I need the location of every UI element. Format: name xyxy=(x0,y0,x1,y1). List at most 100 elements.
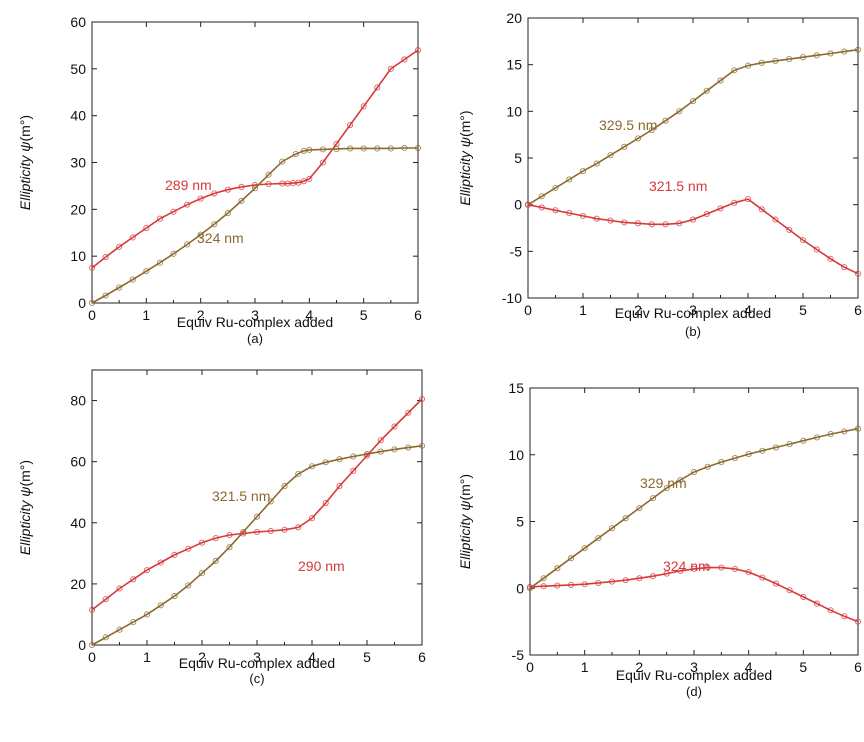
data-point xyxy=(401,56,408,63)
data-point xyxy=(197,195,204,202)
data-point xyxy=(813,434,821,441)
data-point xyxy=(676,220,683,227)
data-point xyxy=(718,459,725,466)
data-point xyxy=(662,117,669,124)
data-point xyxy=(526,583,534,590)
data-point xyxy=(649,495,657,502)
data-point xyxy=(759,574,766,581)
data-point xyxy=(841,613,848,620)
y-tick-label: 10 xyxy=(70,248,86,264)
x-tick-label: 4 xyxy=(744,302,752,318)
data-point xyxy=(813,246,820,253)
series-line xyxy=(529,427,859,589)
data-point xyxy=(295,470,302,477)
series-324nm: 324 nm xyxy=(88,144,422,307)
data-point xyxy=(622,577,629,584)
data-point xyxy=(306,146,313,153)
data-point xyxy=(391,423,398,430)
data-point xyxy=(405,444,412,451)
series-label: 321.5 nm xyxy=(212,488,270,504)
data-point xyxy=(854,270,862,277)
data-point xyxy=(593,215,600,222)
data-point xyxy=(566,176,573,183)
data-point xyxy=(758,206,765,213)
data-point xyxy=(238,183,245,190)
data-point xyxy=(703,87,710,94)
data-point xyxy=(759,447,766,454)
data-point xyxy=(567,555,575,562)
series-line xyxy=(91,398,423,611)
series-line xyxy=(527,198,859,275)
data-point xyxy=(184,241,191,248)
data-point xyxy=(197,231,204,238)
data-point xyxy=(704,463,711,470)
data-point xyxy=(156,259,163,266)
data-point xyxy=(690,565,698,572)
data-point xyxy=(116,626,123,633)
data-point xyxy=(581,545,588,552)
data-point xyxy=(827,431,834,438)
data-point xyxy=(772,57,779,64)
x-tick-label: 0 xyxy=(526,659,534,675)
data-point xyxy=(718,564,725,571)
data-point xyxy=(170,208,177,215)
data-point xyxy=(581,581,588,588)
data-point xyxy=(566,210,573,217)
data-point xyxy=(540,583,547,590)
x-tick-label: 5 xyxy=(799,659,807,675)
data-point xyxy=(240,530,247,537)
data-point xyxy=(731,199,738,206)
data-point xyxy=(786,56,793,63)
data-point xyxy=(703,210,710,218)
y-tick-label: 40 xyxy=(70,108,86,124)
x-tick-label: 2 xyxy=(635,659,643,675)
series-324nm: 324 nm xyxy=(526,558,862,625)
data-point xyxy=(308,463,316,470)
x-tick-label: 2 xyxy=(634,302,642,318)
x-tick-label: 0 xyxy=(88,307,96,323)
data-point xyxy=(745,569,752,576)
data-point xyxy=(621,219,628,226)
data-point xyxy=(143,225,150,232)
plot-frame xyxy=(91,369,423,646)
data-point xyxy=(538,204,545,211)
x-tick-label: 6 xyxy=(414,307,422,323)
data-point xyxy=(281,526,288,533)
data-point xyxy=(88,264,96,271)
data-point xyxy=(363,452,371,459)
y-tick-label: 50 xyxy=(70,61,86,77)
data-point xyxy=(717,205,724,212)
data-point xyxy=(841,48,848,55)
data-point xyxy=(854,46,862,53)
data-point xyxy=(552,207,559,214)
data-point xyxy=(634,220,642,227)
data-point xyxy=(170,250,177,257)
series-label: 329 nm xyxy=(640,475,687,491)
data-point xyxy=(554,582,561,589)
data-point xyxy=(102,596,109,603)
series-label: 290 nm xyxy=(298,558,345,574)
data-point xyxy=(336,456,343,463)
data-point xyxy=(717,77,724,84)
series-329nm: 329 nm xyxy=(526,425,862,592)
x-tick-label: 4 xyxy=(305,307,313,323)
series-label: 324 nm xyxy=(197,230,244,246)
data-point xyxy=(184,201,191,208)
data-point xyxy=(800,437,807,444)
data-point xyxy=(226,544,233,551)
x-tick-label: 5 xyxy=(360,307,368,323)
data-point xyxy=(198,539,206,546)
y-axis-title: Ellipticity ψ(m°) xyxy=(17,460,33,555)
data-point xyxy=(295,179,302,186)
y-tick-label: 80 xyxy=(70,393,86,409)
data-point xyxy=(391,446,398,453)
data-point xyxy=(758,59,765,66)
data-point xyxy=(322,459,329,466)
panel-label: (d) xyxy=(686,684,702,699)
data-point xyxy=(253,528,261,535)
data-point xyxy=(593,160,600,167)
y-tick-label: 0 xyxy=(516,580,524,596)
data-point xyxy=(595,535,602,542)
data-point xyxy=(374,84,381,91)
